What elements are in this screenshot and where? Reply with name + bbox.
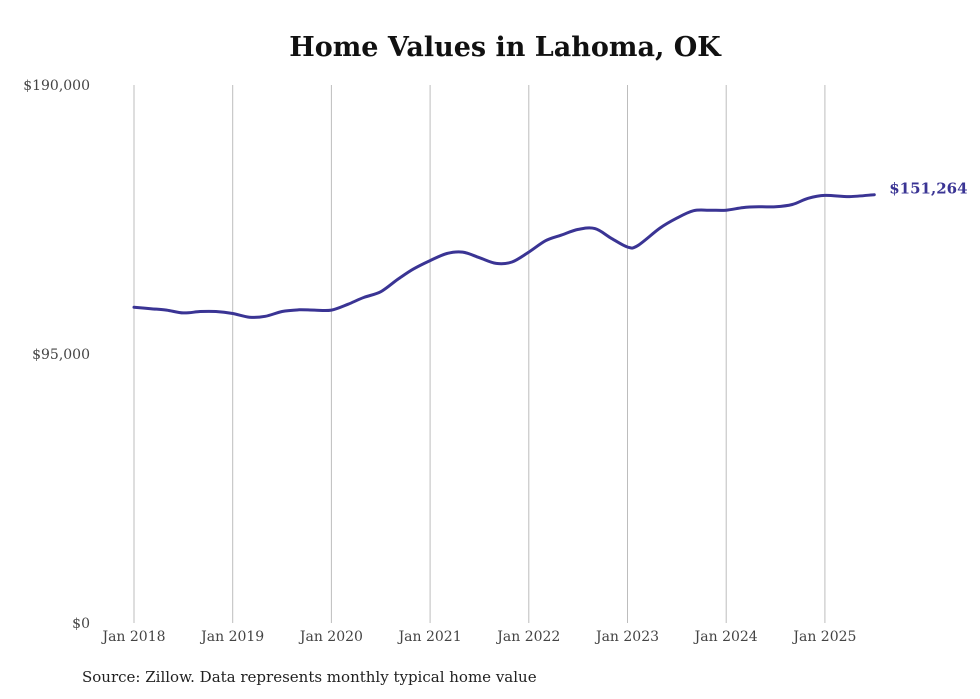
x-tick-label: Jan 2019 xyxy=(199,629,264,645)
series-line xyxy=(132,193,876,319)
source-note: Source: Zillow. Data represents monthly … xyxy=(82,668,537,686)
x-tick-label: Jan 2023 xyxy=(594,629,659,645)
grid-lines xyxy=(133,85,826,623)
end-value-label: $151,264 xyxy=(889,180,967,198)
x-axis-ticks: Jan 2018 Jan 2019 Jan 2020 Jan 2021 Jan 2022… xyxy=(100,629,856,645)
y-tick-label: $0 xyxy=(72,616,90,632)
y-tick-label: $190,000 xyxy=(23,78,90,94)
chart-title: Home Values in Lahoma, OK xyxy=(289,32,721,63)
x-tick-label: Jan 2018 xyxy=(100,629,165,645)
series-layer: $151,264 xyxy=(132,180,968,319)
x-tick-label: Jan 2020 xyxy=(298,629,363,645)
x-tick-label: Jan 2025 xyxy=(791,629,856,645)
y-axis-ticks: $190,000 $95,000 $0 xyxy=(23,78,90,632)
y-tick-label: $95,000 xyxy=(32,347,90,363)
x-tick-label: Jan 2022 xyxy=(495,629,560,645)
x-tick-label: Jan 2021 xyxy=(397,629,462,645)
x-tick-label: Jan 2024 xyxy=(693,629,758,645)
